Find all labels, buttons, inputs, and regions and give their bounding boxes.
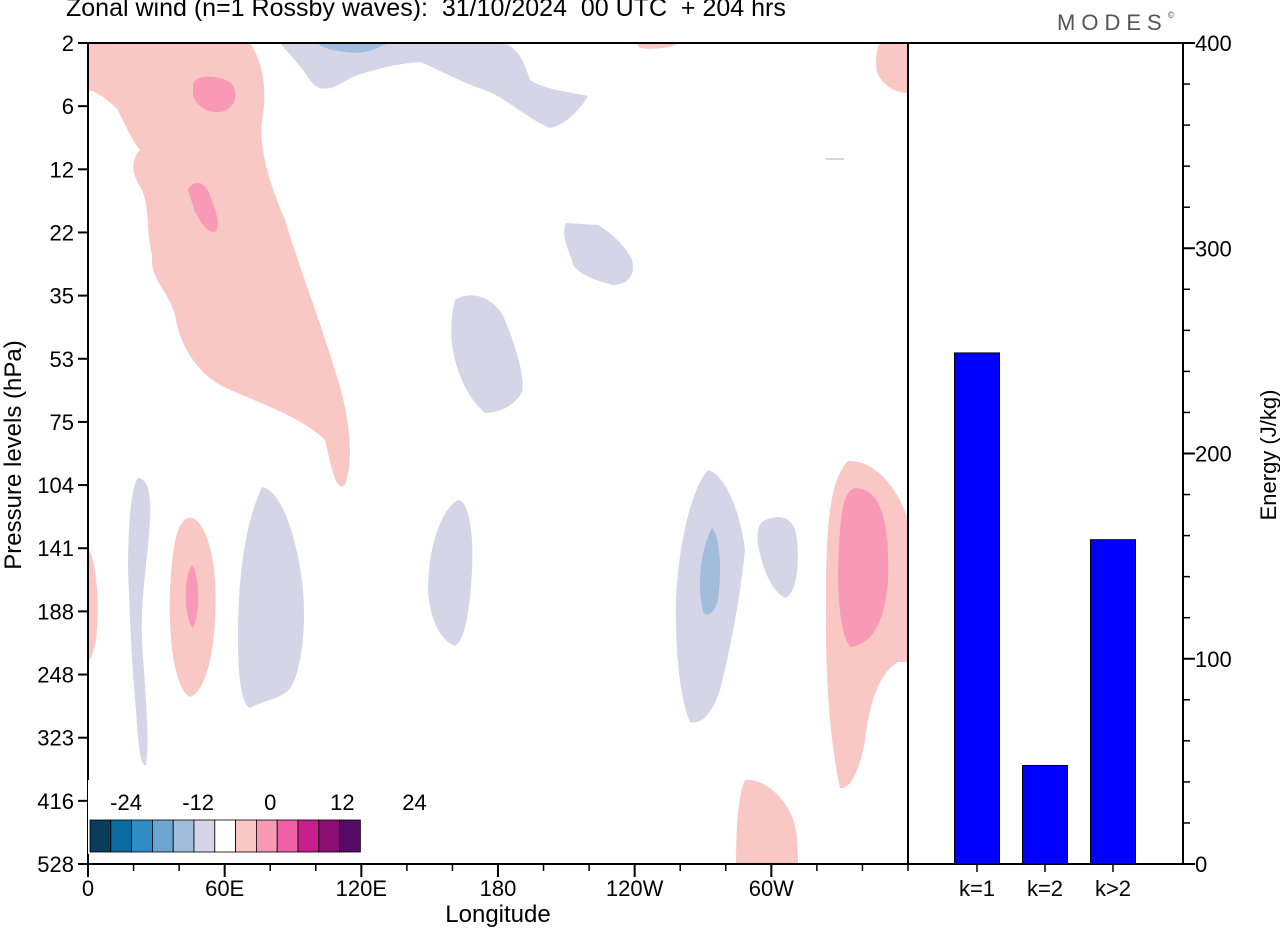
contour-positive-top-mid [636, 43, 680, 49]
contour-negative-22hpa [564, 223, 634, 285]
x-tick-label: 180 [480, 876, 517, 901]
x-tick-label: 120E [336, 876, 387, 901]
contour-negative-80e [238, 487, 305, 708]
colorbar-swatch [172, 819, 195, 853]
y-axis: 2 6 12 22 35 53 75 104 141 188 248 323 416 528 [37, 31, 88, 877]
colorbar-swatch [255, 819, 278, 853]
y-axis-label: Pressure levels (hPa) [0, 340, 27, 569]
energy-tick-label: 400 [1195, 31, 1232, 56]
x-tick-label: 120W [606, 876, 664, 901]
y-tick-label: 248 [37, 663, 74, 688]
contour-negative-100w-core [699, 528, 720, 615]
logo-mark: © [1167, 10, 1175, 20]
contour-positive-top-east [876, 43, 908, 93]
bar-category-label: k>2 [1095, 876, 1131, 901]
energy-tick-label: 200 [1195, 442, 1232, 467]
colorbar-swatch [214, 819, 237, 853]
contour-negative-160e [428, 500, 473, 646]
contour-positive-60w-east-core [838, 488, 889, 647]
colorbar-swatch [318, 819, 340, 853]
x-axis-label: Longitude [445, 901, 550, 928]
y-tick-label: 416 [37, 789, 74, 814]
colorbar-swatch [297, 819, 320, 853]
x-tick-label: 0 [82, 876, 94, 901]
colorbar-tick-label: 24 [402, 790, 426, 815]
y-tick-label: 53 [50, 347, 74, 372]
energy-tick-label: 0 [1195, 852, 1207, 877]
colorbar-swatch [193, 819, 216, 853]
y-tick-label: 22 [50, 220, 74, 245]
modes-logo: MODES© [1057, 10, 1174, 36]
energy-tick-label: 100 [1195, 647, 1232, 672]
contour-negative-upper [280, 43, 588, 128]
energy-tick-label: 300 [1195, 236, 1232, 261]
energy-axis-label: Energy (J/kg) [1256, 390, 1280, 521]
colorbar-swatch [110, 819, 133, 853]
energy-bar [954, 352, 1000, 865]
colorbar-tick-label: -12 [182, 790, 214, 815]
energy-axis: 0 100 200 300 400 [1183, 31, 1232, 877]
y-tick-label: 188 [37, 599, 74, 624]
chart-title: Zonal wind (n=1 Rossby waves): 31/10/202… [66, 0, 786, 22]
contour-negative-50hpa [451, 295, 523, 413]
y-tick-label: 6 [62, 94, 74, 119]
y-tick-label: 75 [50, 410, 74, 435]
x-tick-label: 60E [205, 876, 244, 901]
contour-negative-dot [826, 158, 844, 160]
colorbar-swatch [339, 819, 361, 853]
bar-category-label: k=1 [959, 876, 995, 901]
contour-positive-45e-core [185, 565, 199, 628]
energy-bar [1090, 539, 1136, 865]
contour-positive-core-1 [193, 76, 236, 113]
energy-bars: k=1 k=2 k>2 [954, 352, 1136, 901]
contour-positive-core-2 [188, 183, 218, 232]
contour-negative-25e [128, 478, 151, 766]
y-tick-label: 12 [50, 157, 74, 182]
x-tick-label: 60W [749, 876, 794, 901]
logo-text: MODES [1057, 10, 1168, 35]
energy-bar [1022, 764, 1068, 865]
y-tick-label: 323 [37, 726, 74, 751]
contour-positive-stratosphere [88, 43, 350, 487]
y-tick-label: 2 [62, 31, 74, 56]
bar-category-label: k=2 [1027, 876, 1063, 901]
colorbar-swatch [151, 819, 174, 853]
y-tick-label: 528 [37, 852, 74, 877]
y-tick-label: 104 [37, 473, 74, 498]
colorbar-tick-label: 12 [330, 790, 354, 815]
wind-contour-fills [88, 43, 908, 864]
contour-negative-upper-core [318, 43, 388, 53]
contour-positive-surface [736, 779, 798, 864]
colorbar-tick-label: 0 [264, 790, 276, 815]
colorbar-swatch [89, 819, 112, 853]
contour-negative-70w [757, 517, 798, 598]
bar-frame [907, 42, 1184, 865]
colorbar-legend: -24 -12 0 12 24 [88, 780, 427, 854]
x-axis: 0 60E 120E 180 120W 60W [82, 864, 909, 901]
colorbar-swatch [131, 819, 153, 853]
y-tick-label: 35 [50, 284, 74, 309]
y-tick-label: 141 [37, 536, 74, 561]
colorbar-swatch [235, 819, 257, 853]
contour-positive-west-edge [88, 548, 98, 662]
colorbar-tick-label: -24 [110, 790, 142, 815]
colorbar-swatch [276, 819, 299, 853]
